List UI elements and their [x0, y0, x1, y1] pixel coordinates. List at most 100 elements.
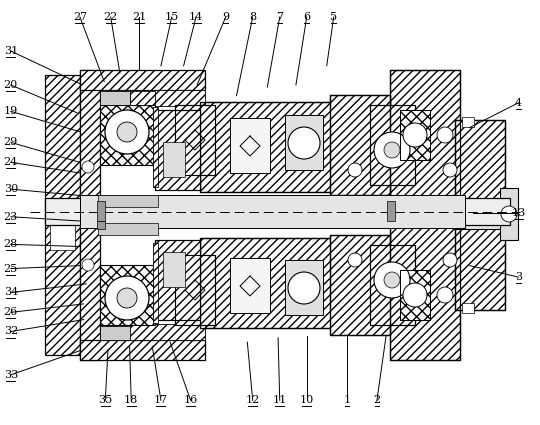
- Bar: [153, 243, 158, 323]
- Circle shape: [437, 287, 453, 303]
- Text: 12: 12: [246, 395, 260, 405]
- Bar: [230, 118, 270, 173]
- Circle shape: [288, 272, 320, 304]
- Bar: [200, 102, 370, 192]
- Circle shape: [117, 122, 137, 142]
- Circle shape: [443, 253, 457, 267]
- Bar: [97, 201, 105, 221]
- Circle shape: [443, 163, 457, 177]
- Text: 17: 17: [154, 395, 168, 405]
- Text: 18: 18: [124, 395, 138, 405]
- Text: 28: 28: [4, 239, 18, 249]
- Bar: [455, 199, 515, 229]
- Bar: [370, 105, 415, 185]
- Circle shape: [374, 132, 410, 168]
- Bar: [390, 70, 460, 360]
- Text: 27: 27: [73, 12, 87, 22]
- Text: 6: 6: [303, 12, 310, 22]
- Circle shape: [82, 259, 94, 271]
- Bar: [50, 200, 75, 225]
- Text: 3: 3: [515, 272, 522, 282]
- Bar: [390, 70, 460, 360]
- Bar: [155, 240, 200, 320]
- Text: 32: 32: [4, 326, 18, 337]
- Bar: [330, 95, 390, 195]
- Bar: [400, 110, 430, 160]
- Bar: [200, 102, 370, 192]
- Text: 22: 22: [104, 12, 118, 22]
- Bar: [175, 255, 215, 325]
- Text: 9: 9: [222, 12, 230, 22]
- Circle shape: [288, 127, 320, 159]
- Bar: [330, 95, 390, 195]
- Circle shape: [105, 276, 149, 320]
- Text: 19: 19: [4, 106, 18, 116]
- Bar: [97, 221, 105, 229]
- Bar: [130, 91, 155, 105]
- Bar: [175, 255, 215, 325]
- Bar: [153, 107, 158, 187]
- Bar: [45, 75, 80, 355]
- Text: 21: 21: [132, 12, 146, 22]
- Bar: [370, 245, 415, 325]
- Bar: [100, 324, 205, 340]
- Text: 14: 14: [189, 12, 203, 22]
- Text: 8: 8: [249, 12, 256, 22]
- Bar: [100, 265, 155, 325]
- Bar: [400, 270, 430, 320]
- Bar: [200, 238, 370, 328]
- Text: 31: 31: [4, 46, 18, 56]
- Bar: [285, 260, 323, 315]
- Circle shape: [403, 123, 427, 147]
- Text: 16: 16: [184, 395, 198, 405]
- Text: 1: 1: [343, 395, 351, 405]
- Bar: [155, 110, 200, 190]
- Bar: [200, 238, 370, 328]
- Bar: [100, 105, 155, 165]
- Text: 30: 30: [4, 184, 18, 194]
- Bar: [370, 105, 415, 185]
- Bar: [462, 117, 474, 127]
- Bar: [455, 120, 505, 310]
- Bar: [455, 120, 505, 310]
- Text: 13: 13: [511, 207, 525, 218]
- Text: 20: 20: [4, 80, 18, 90]
- Text: 4: 4: [515, 98, 522, 108]
- Bar: [100, 90, 205, 106]
- Circle shape: [437, 127, 453, 143]
- Bar: [230, 258, 270, 313]
- Bar: [98, 223, 158, 235]
- Circle shape: [82, 161, 94, 173]
- Bar: [163, 252, 185, 287]
- Text: 26: 26: [4, 307, 18, 317]
- Bar: [80, 340, 205, 360]
- Bar: [100, 326, 130, 340]
- Circle shape: [348, 163, 362, 177]
- Bar: [330, 235, 390, 335]
- Text: 7: 7: [276, 12, 283, 22]
- Bar: [400, 270, 430, 320]
- Text: 10: 10: [300, 395, 314, 405]
- Text: 24: 24: [4, 157, 18, 167]
- Bar: [400, 110, 430, 160]
- Circle shape: [105, 110, 149, 154]
- Text: 23: 23: [4, 212, 18, 222]
- Bar: [370, 245, 415, 325]
- Bar: [330, 235, 390, 335]
- Bar: [155, 240, 200, 320]
- Circle shape: [384, 142, 400, 158]
- Circle shape: [384, 272, 400, 288]
- Text: 33: 33: [4, 370, 18, 380]
- Bar: [387, 201, 395, 221]
- Bar: [50, 225, 75, 250]
- Bar: [80, 195, 465, 228]
- Bar: [175, 105, 215, 175]
- Circle shape: [403, 283, 427, 307]
- Text: 34: 34: [4, 287, 18, 298]
- Bar: [155, 110, 200, 190]
- Text: 29: 29: [4, 137, 18, 147]
- Bar: [80, 70, 205, 90]
- Bar: [285, 115, 323, 170]
- Text: 2: 2: [373, 395, 381, 405]
- Circle shape: [117, 288, 137, 308]
